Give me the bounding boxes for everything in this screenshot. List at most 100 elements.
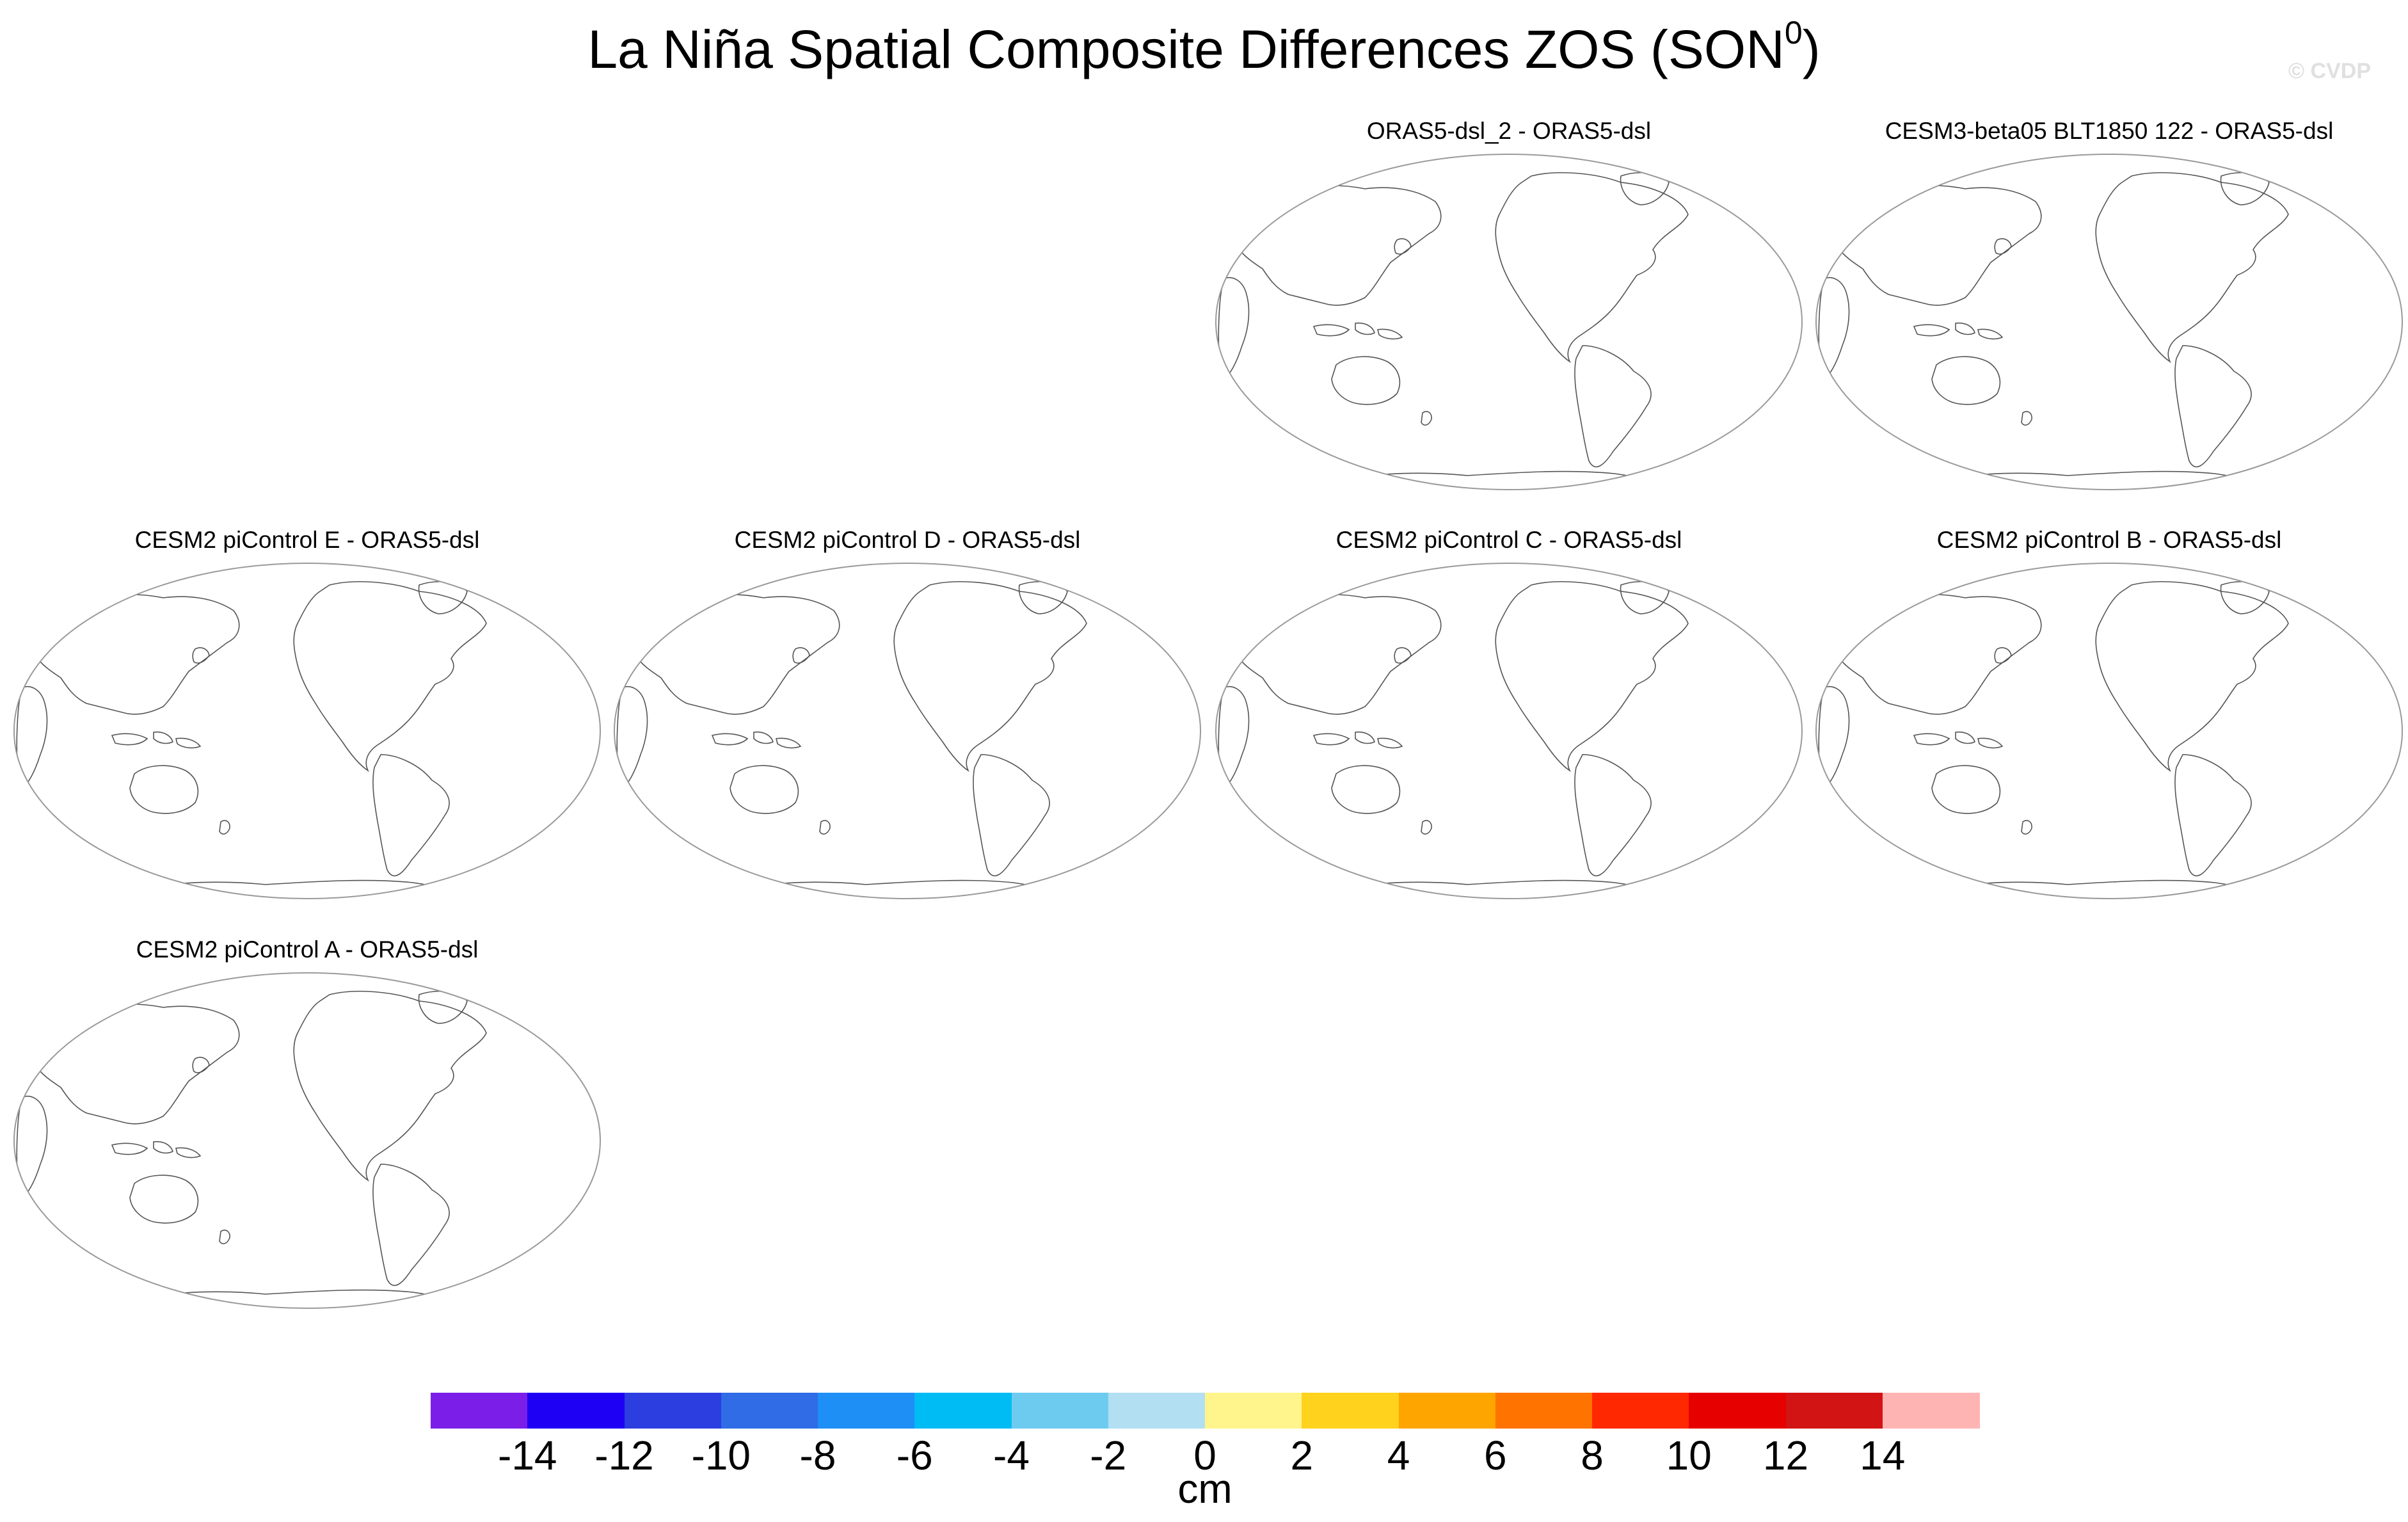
south-america-coastline — [372, 1164, 450, 1286]
map-panel-cesm2-a: CESM2 piControl A - ORAS5-dsl — [10, 936, 605, 1323]
africa-coastline — [616, 686, 648, 791]
colorbar-swatch — [1205, 1393, 1302, 1429]
coastlines — [1818, 581, 2299, 899]
map-panel-cesm2-e: CESM2 piControl E - ORAS5-dsl — [10, 526, 605, 913]
map-border — [1215, 154, 1803, 490]
australia-coastline — [129, 765, 199, 814]
colorbar-tick-label: -2 — [1090, 1432, 1127, 1478]
coastlines — [616, 581, 1097, 899]
figure-title-text: La Niña Spatial Composite Differences ZO… — [587, 19, 1785, 79]
africa-coastline — [1218, 686, 1250, 791]
colorbar-swatch — [1882, 1393, 1980, 1429]
world-map — [1215, 154, 1803, 490]
north-america-coastline — [1495, 172, 1689, 364]
map-panel-cesm2-b: CESM2 piControl B - ORAS5-dsl — [1812, 526, 2407, 913]
indonesia-coastline — [711, 731, 802, 749]
colorbar-tick-label: -10 — [691, 1432, 751, 1478]
south-america-coastline — [372, 754, 450, 877]
coastlines — [1818, 172, 2299, 490]
colorbar-tick-label: 4 — [1387, 1432, 1410, 1478]
colorbar-tick-label: 14 — [1860, 1432, 1906, 1478]
colorbar-swatch — [1302, 1393, 1399, 1429]
colorbar — [431, 1393, 1980, 1429]
colorbar-tick-label: -4 — [993, 1432, 1030, 1478]
colorbar-swatch — [1495, 1393, 1593, 1429]
new-zealand-coastline — [1421, 411, 1432, 426]
new-zealand-coastline — [819, 820, 831, 835]
north-america-coastline — [1495, 581, 1689, 773]
colorbar-tick-label: 8 — [1581, 1432, 1604, 1478]
colorbar-units: cm — [1177, 1466, 1232, 1512]
colorbar-swatch — [1398, 1393, 1496, 1429]
australia-coastline — [1931, 356, 2001, 405]
greenland-coastline — [1620, 172, 1670, 205]
africa-coastline — [16, 1096, 48, 1201]
figure-title: La Niña Spatial Composite Differences ZO… — [0, 14, 2408, 84]
australia-coastline — [129, 1174, 199, 1224]
colorbar-tick-label: 2 — [1290, 1432, 1314, 1478]
new-zealand-coastline — [2021, 411, 2032, 426]
greenland-coastline — [2220, 172, 2270, 205]
watermark: © CVDP — [2288, 59, 2371, 83]
coastlines — [16, 991, 497, 1308]
japan-coastline — [1994, 647, 2012, 664]
greenland-coastline — [1620, 581, 1670, 614]
australia-coastline — [1331, 356, 1401, 405]
colorbar-tick-label: -8 — [799, 1432, 836, 1478]
colorbar-swatch — [1785, 1393, 1883, 1429]
map-border — [1815, 154, 2403, 490]
world-map — [1215, 563, 1803, 899]
south-america-coastline — [2174, 345, 2252, 468]
map-panel-cesm2-d: CESM2 piControl D - ORAS5-dsl — [610, 526, 1205, 913]
colorbar-tick-label: 6 — [1483, 1432, 1507, 1478]
coastlines — [1218, 581, 1698, 899]
south-america-coastline — [973, 754, 1050, 877]
world-map — [614, 563, 1201, 899]
japan-coastline — [192, 647, 210, 664]
colorbar-tick-label: -6 — [896, 1432, 933, 1478]
figure-title-close: ) — [1802, 19, 1821, 79]
coastlines — [1218, 172, 1698, 490]
africa-coastline — [1218, 277, 1250, 382]
coastlines — [16, 581, 497, 899]
map-border — [13, 972, 601, 1309]
colorbar-tick-label: 0 — [1193, 1432, 1216, 1478]
colorbar-tick-label: -12 — [594, 1432, 654, 1478]
japan-coastline — [1394, 647, 1412, 664]
africa-coastline — [1818, 686, 1850, 791]
new-zealand-coastline — [219, 1230, 230, 1244]
greenland-coastline — [2220, 581, 2270, 614]
colorbar-swatch — [721, 1393, 818, 1429]
world-map — [13, 563, 601, 899]
colorbar-tick-label: 10 — [1666, 1432, 1712, 1478]
panel-title: CESM2 piControl C - ORAS5-dsl — [1336, 527, 1682, 553]
colorbar-swatch — [914, 1393, 1012, 1429]
north-america-coastline — [2095, 172, 2289, 364]
greenland-coastline — [418, 581, 468, 614]
colorbar-swatch — [431, 1393, 528, 1429]
indonesia-coastline — [1913, 731, 2004, 749]
map-border — [614, 563, 1201, 899]
colorbar-swatch — [1011, 1393, 1109, 1429]
world-map — [13, 972, 601, 1309]
japan-coastline — [1394, 238, 1412, 255]
australia-coastline — [730, 765, 799, 814]
panel-title: CESM3-beta05 BLT1850 122 - ORAS5-dsl — [1885, 118, 2334, 144]
new-zealand-coastline — [1421, 820, 1432, 835]
indonesia-coastline — [1312, 322, 1403, 340]
panel-title: CESM2 piControl A - ORAS5-dsl — [136, 936, 479, 963]
japan-coastline — [1994, 238, 2012, 255]
africa-coastline — [1818, 277, 1850, 382]
north-america-coastline — [2095, 581, 2289, 773]
colorbar-swatch — [818, 1393, 915, 1429]
australia-coastline — [1931, 765, 2001, 814]
north-america-coastline — [893, 581, 1087, 773]
colorbar-swatch — [1592, 1393, 1689, 1429]
indonesia-coastline — [1312, 731, 1403, 749]
panel-title: CESM2 piControl D - ORAS5-dsl — [734, 527, 1081, 553]
map-panel-cesm3: CESM3-beta05 BLT1850 122 - ORAS5-dsl — [1812, 117, 2407, 504]
colorbar-swatch — [624, 1393, 722, 1429]
south-america-coastline — [1574, 345, 1652, 468]
map-panel-cesm2-c: CESM2 piControl C - ORAS5-dsl — [1211, 526, 1806, 913]
colorbar-swatch — [1108, 1393, 1206, 1429]
